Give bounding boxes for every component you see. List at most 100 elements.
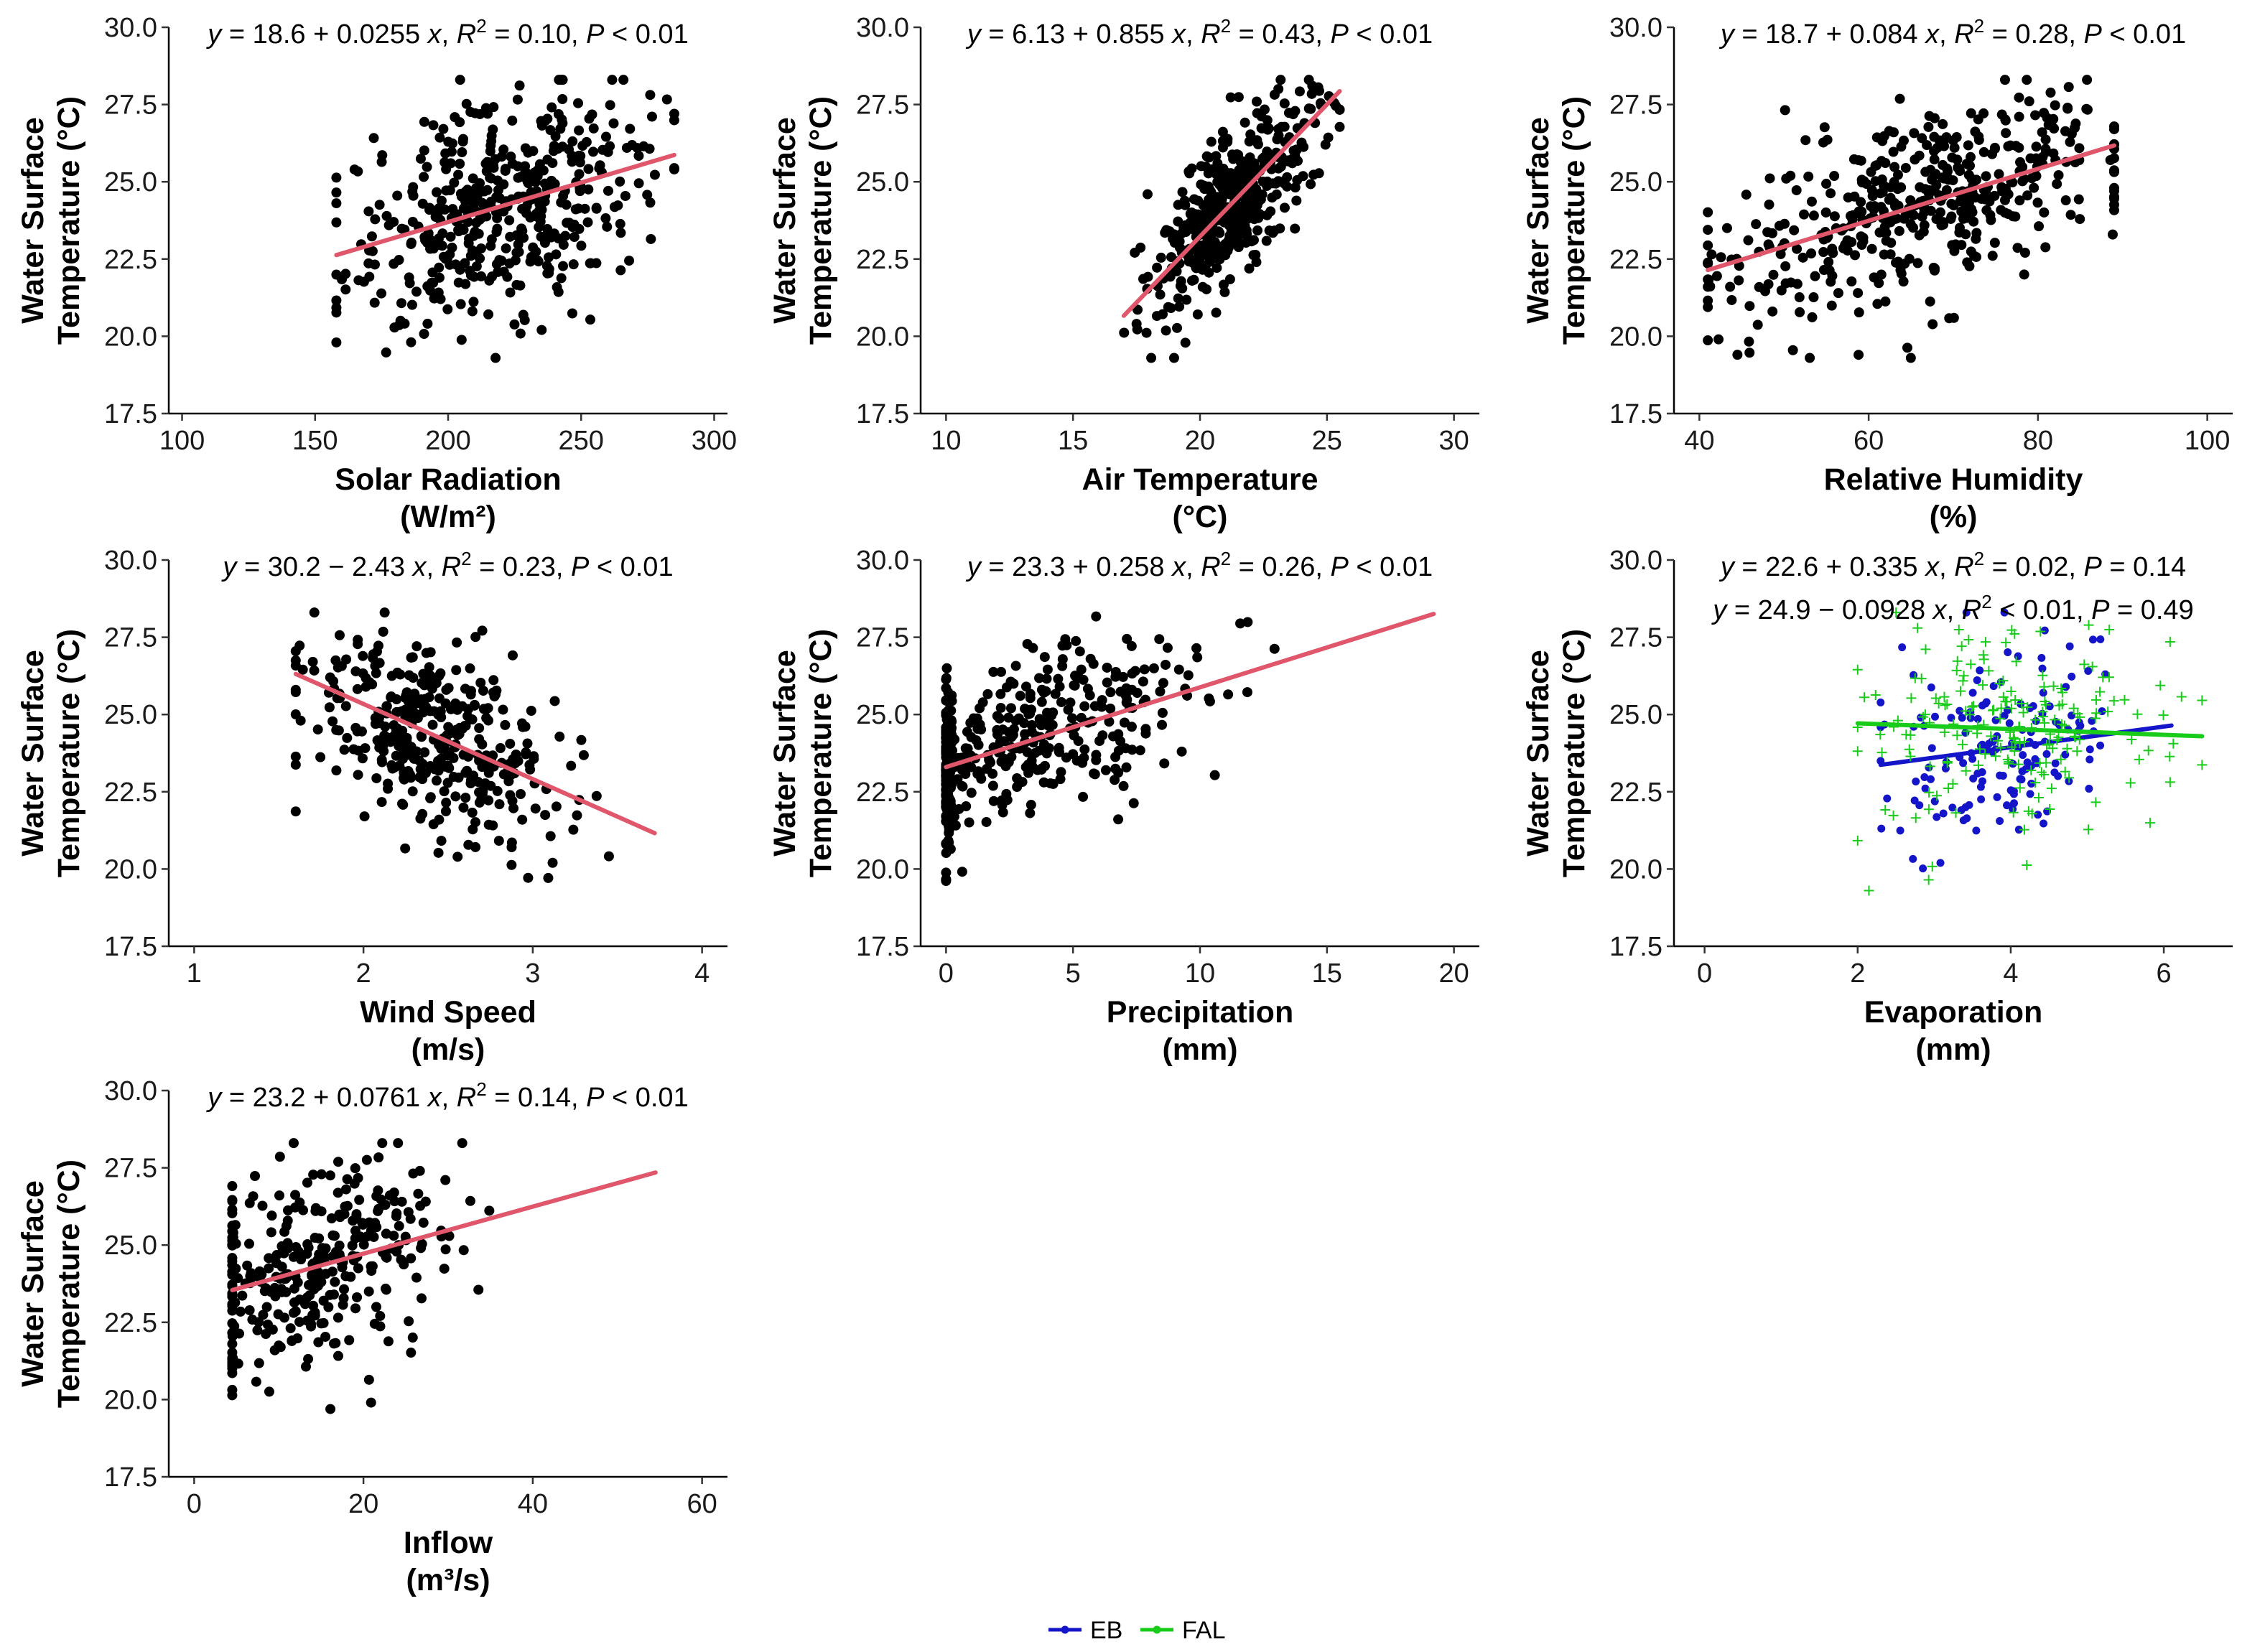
data-point xyxy=(2096,635,2105,643)
data-point xyxy=(350,1163,361,1174)
x-axis-unit: (mm) xyxy=(1915,1032,1991,1067)
data-point xyxy=(373,712,384,723)
data-point xyxy=(298,1205,309,1215)
data-point xyxy=(1931,712,1940,721)
data-point xyxy=(405,745,416,755)
data-point xyxy=(310,1310,320,1321)
data-point xyxy=(440,806,451,816)
data-point xyxy=(297,1250,307,1261)
data-point xyxy=(432,210,443,220)
data-point xyxy=(466,686,477,696)
data-point xyxy=(325,1404,336,1414)
data-point xyxy=(331,198,342,209)
data-point xyxy=(615,265,626,276)
data-point xyxy=(485,146,496,157)
data-point xyxy=(416,1293,427,1304)
data-point xyxy=(383,778,394,789)
data-point xyxy=(2098,672,2108,683)
data-point xyxy=(1118,780,1129,791)
data-point xyxy=(2036,767,2047,778)
data-point xyxy=(290,687,301,698)
data-point xyxy=(2108,153,2119,164)
legend-item-fal: FAL xyxy=(1140,1617,1225,1644)
data-point xyxy=(1904,744,1915,755)
data-point xyxy=(1978,108,1989,118)
data-point xyxy=(481,158,492,169)
data-point xyxy=(1703,207,1713,218)
data-point xyxy=(1930,169,1941,179)
data-point xyxy=(1767,228,1777,238)
data-point xyxy=(1789,225,1800,235)
data-point xyxy=(1993,732,2001,740)
data-point xyxy=(442,778,453,788)
data-point xyxy=(1045,709,1056,720)
data-point xyxy=(463,238,474,249)
data-point xyxy=(534,205,545,215)
data-point xyxy=(1940,700,1950,711)
data-point xyxy=(2155,680,2166,691)
data-point xyxy=(1275,75,1286,85)
data-point xyxy=(501,243,511,253)
y-tick-label: 27.5 xyxy=(856,90,909,121)
x-tick-label: 25 xyxy=(1312,426,1342,456)
data-point xyxy=(2143,745,2154,756)
data-point xyxy=(1791,185,1802,195)
data-point xyxy=(2040,134,2051,145)
data-point xyxy=(1973,714,1982,723)
data-point xyxy=(1078,674,1089,685)
data-point xyxy=(2004,757,2014,767)
data-point xyxy=(1912,778,1920,786)
data-point xyxy=(1854,155,1864,166)
data-point xyxy=(1025,800,1036,811)
data-point xyxy=(1981,699,1990,708)
data-point xyxy=(470,632,481,643)
regression-equation: y = 24.9 − 0.0928 x, R2 < 0.01, P = 0.49 xyxy=(1711,591,2193,625)
data-point xyxy=(1091,755,1102,765)
data-point xyxy=(1934,135,1945,146)
data-point xyxy=(2054,700,2065,711)
data-point xyxy=(1925,205,1936,216)
data-point xyxy=(1963,140,1973,151)
data-point xyxy=(1152,262,1163,273)
data-point xyxy=(549,696,560,706)
data-point xyxy=(441,798,452,808)
data-point xyxy=(1248,235,1259,246)
y-tick-label: 20.0 xyxy=(104,854,157,885)
data-point xyxy=(394,255,404,266)
data-point xyxy=(381,1283,391,1294)
data-point xyxy=(465,663,475,674)
data-point xyxy=(1233,201,1244,212)
data-point xyxy=(1957,739,1968,750)
data-point xyxy=(1142,189,1153,200)
data-point xyxy=(1971,233,1981,244)
data-point xyxy=(504,215,515,225)
data-point xyxy=(944,824,954,835)
data-point xyxy=(1888,146,1899,157)
data-point xyxy=(1240,117,1250,128)
data-point xyxy=(1271,189,1282,200)
data-point xyxy=(567,157,577,167)
data-point xyxy=(433,233,444,244)
data-point xyxy=(1026,727,1037,737)
data-point xyxy=(1110,775,1120,785)
data-point xyxy=(415,154,426,164)
data-point xyxy=(1938,118,1948,129)
data-point xyxy=(996,757,1007,767)
data-point xyxy=(381,347,391,358)
data-point xyxy=(1780,218,1790,229)
data-point xyxy=(303,1353,314,1364)
data-point xyxy=(406,1348,417,1358)
x-tick-label: 0 xyxy=(187,1489,202,1519)
data-point xyxy=(1155,686,1166,697)
data-point xyxy=(574,223,585,234)
regression-equation: y = 22.6 + 0.335 x, R2 = 0.02, P = 0.14 xyxy=(1718,548,2186,582)
data-point xyxy=(294,1294,305,1305)
series-all xyxy=(290,607,657,883)
data-point xyxy=(227,1279,238,1290)
data-point xyxy=(1734,275,1744,286)
data-point xyxy=(1945,213,1956,224)
data-point xyxy=(455,299,466,309)
data-point xyxy=(519,314,530,325)
series-FAL xyxy=(1852,607,2208,896)
data-point xyxy=(1097,695,1107,706)
